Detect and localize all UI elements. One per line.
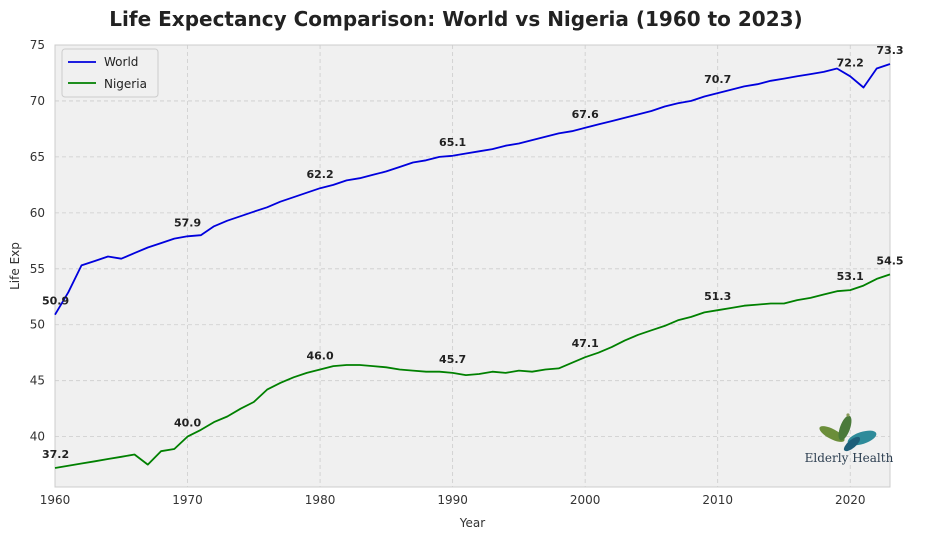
series-lines — [54, 63, 891, 469]
data-label-world: 57.9 — [174, 216, 201, 229]
data-label-nigeria: 54.5 — [876, 254, 903, 267]
logo-leaf-inner — [843, 436, 861, 452]
data-label-world: 62.2 — [307, 168, 334, 181]
y-tick-label: 45 — [30, 374, 45, 388]
series-line-world — [54, 63, 891, 316]
y-tick-label: 40 — [30, 430, 45, 444]
y-tick-label: 65 — [30, 150, 45, 164]
data-label-world: 65.1 — [439, 136, 466, 149]
legend-box — [61, 48, 159, 98]
data-label-nigeria: 51.3 — [704, 290, 731, 303]
y-tick-label: 50 — [30, 318, 45, 332]
data-label-world: 73.3 — [876, 44, 903, 57]
x-tick-label: 2010 — [702, 493, 733, 507]
logo-dot — [846, 413, 850, 417]
x-tick-label: 1970 — [172, 493, 203, 507]
data-label-nigeria: 45.7 — [439, 353, 466, 366]
data-label-nigeria: 37.2 — [42, 448, 69, 461]
data-label-nigeria: 47.1 — [572, 337, 599, 350]
x-tick-label: 1980 — [305, 493, 336, 507]
series-line-nigeria — [54, 273, 891, 469]
logo-leaf-center — [838, 415, 852, 441]
legend: World Nigeria — [61, 48, 159, 98]
elderly-health-logo: Elderly Health — [805, 413, 894, 465]
legend-nigeria-label: Nigeria — [104, 77, 147, 91]
data-label-nigeria: 40.0 — [174, 417, 201, 430]
chart-title: Life Expectancy Comparison: World vs Nig… — [109, 7, 802, 31]
logo-leaf-left — [819, 426, 845, 442]
x-tick-label: 2020 — [835, 493, 866, 507]
legend-world-label: World — [104, 55, 138, 69]
plot-border — [54, 44, 891, 488]
plot-area — [55, 45, 890, 487]
y-tick-label: 60 — [30, 206, 45, 220]
x-tick-label: 1990 — [437, 493, 468, 507]
x-axis-label: Year — [459, 516, 485, 530]
data-label-world: 67.6 — [572, 108, 599, 121]
y-axis-label: Life Exp — [8, 242, 22, 290]
y-tick-label: 55 — [30, 262, 45, 276]
data-label-nigeria: 46.0 — [307, 350, 334, 363]
data-label-world: 50.9 — [42, 295, 69, 308]
data-annotations: 50.9 57.9 62.2 65.1 67.6 70.7 72.2 73.3 37.2 40.0… — [42, 44, 904, 461]
data-label-nigeria: 53.1 — [837, 270, 864, 283]
x-tick-label: 1960 — [40, 493, 71, 507]
data-label-world: 72.2 — [837, 56, 864, 69]
data-label-world: 70.7 — [704, 73, 731, 86]
axes: 1960 1970 1980 1990 2000 2010 2020 40 45 50 55 60 65… — [8, 38, 891, 530]
x-tick-label: 2000 — [570, 493, 601, 507]
y-tick-label: 75 — [30, 38, 45, 52]
y-tick-label: 70 — [30, 94, 45, 108]
logo-text: Elderly Health — [805, 451, 894, 465]
